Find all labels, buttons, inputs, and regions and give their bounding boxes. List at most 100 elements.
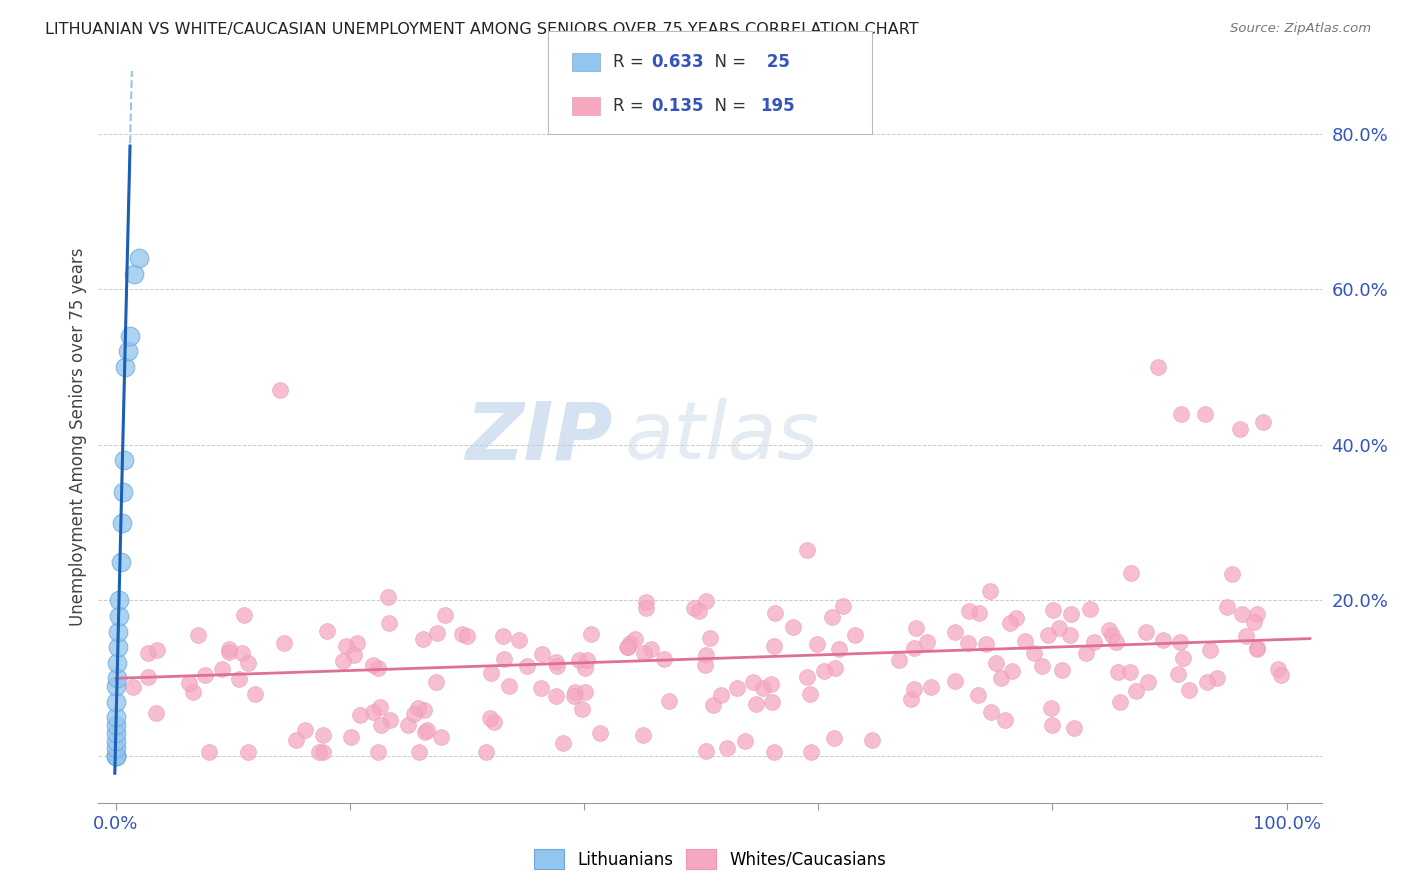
Point: [695, 648, 717, 663]
Point: [1001, 664, 1024, 678]
Point: [562, 690, 585, 704]
Point: [1108, 695, 1130, 709]
Point: [396, 718, 419, 732]
Point: [1031, 659, 1053, 673]
Point: [367, 745, 389, 759]
Point: [1040, 718, 1063, 732]
Point: [1194, 407, 1216, 421]
Point: [1243, 615, 1265, 629]
Point: [413, 725, 436, 739]
Point: [943, 674, 966, 689]
Point: [576, 653, 599, 667]
Point: [494, 651, 516, 665]
Point: [1216, 600, 1239, 615]
Point: [1098, 624, 1121, 638]
Point: [813, 665, 835, 679]
Point: [105, 656, 128, 670]
Point: [145, 706, 167, 720]
Point: [343, 648, 366, 662]
Point: [763, 606, 786, 620]
Point: [332, 654, 354, 668]
Point: [634, 601, 657, 615]
Point: [107, 640, 129, 655]
Point: [688, 604, 710, 618]
Point: [745, 698, 768, 712]
Point: [860, 732, 883, 747]
Point: [636, 594, 658, 608]
Point: [111, 484, 134, 499]
Point: [695, 594, 717, 608]
Point: [588, 726, 610, 740]
Text: 25: 25: [761, 53, 790, 70]
Point: [451, 627, 474, 641]
Point: [631, 728, 654, 742]
Point: [273, 636, 295, 650]
Point: [117, 344, 139, 359]
Point: [479, 710, 502, 724]
Point: [1024, 646, 1046, 660]
Point: [616, 640, 638, 655]
Point: [682, 601, 704, 615]
Point: [136, 646, 159, 660]
Point: [751, 681, 773, 695]
Point: [823, 731, 845, 745]
Point: [112, 453, 135, 467]
Text: 0.135: 0.135: [651, 97, 703, 115]
Point: [236, 656, 259, 670]
Point: [990, 672, 1012, 686]
Point: [633, 647, 655, 661]
Point: [412, 703, 434, 717]
Point: [349, 708, 371, 723]
Point: [530, 681, 553, 695]
Point: [546, 690, 568, 704]
Point: [1198, 643, 1220, 657]
Point: [516, 659, 538, 673]
Point: [104, 741, 127, 756]
Point: [979, 583, 1001, 598]
Point: [1195, 675, 1218, 690]
Point: [799, 687, 821, 701]
Point: [108, 609, 131, 624]
Point: [574, 660, 596, 674]
Point: [782, 620, 804, 634]
Point: [104, 718, 127, 732]
Point: [806, 637, 828, 651]
Point: [832, 599, 855, 613]
Point: [571, 702, 593, 716]
Point: [104, 733, 127, 747]
Point: [551, 735, 574, 749]
Point: [1040, 701, 1063, 715]
Point: [699, 631, 721, 645]
Point: [619, 635, 641, 649]
Point: [1167, 666, 1189, 681]
Point: [915, 635, 938, 649]
Point: [482, 714, 505, 729]
Point: [693, 657, 716, 672]
Point: [492, 629, 515, 643]
Point: [456, 629, 478, 643]
Point: [568, 653, 591, 667]
Point: [761, 677, 783, 691]
Point: [312, 745, 335, 759]
Point: [498, 679, 520, 693]
Point: [903, 681, 925, 696]
Point: [1232, 607, 1254, 622]
Point: [709, 688, 731, 702]
Point: [146, 643, 169, 657]
Point: [108, 593, 131, 607]
Point: [800, 745, 823, 759]
Point: [900, 692, 922, 706]
Point: [1080, 602, 1102, 616]
Point: [367, 661, 389, 675]
Point: [1059, 607, 1081, 621]
Point: [1000, 615, 1022, 630]
Point: [821, 610, 844, 624]
Point: [531, 647, 554, 661]
Point: [181, 684, 204, 698]
Point: [177, 676, 200, 690]
Point: [980, 705, 1002, 719]
Point: [956, 636, 979, 650]
Point: [479, 665, 502, 680]
Point: [474, 745, 496, 759]
Point: [426, 625, 449, 640]
